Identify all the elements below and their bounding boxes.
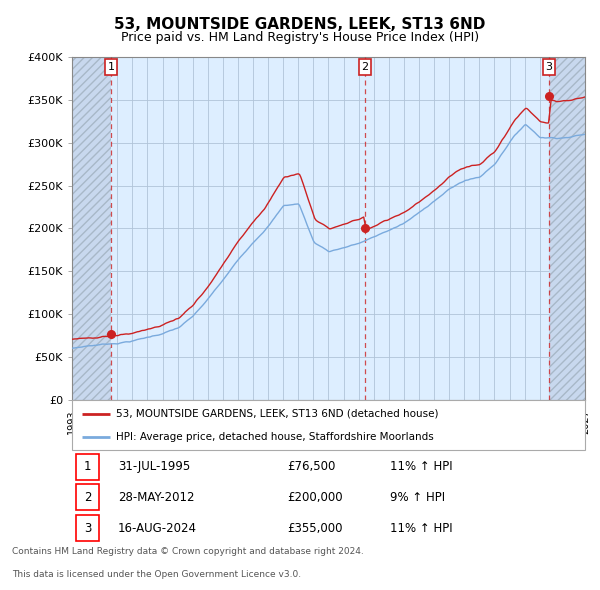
- Text: 16-AUG-2024: 16-AUG-2024: [118, 522, 197, 535]
- Text: 53, MOUNTSIDE GARDENS, LEEK, ST13 6ND: 53, MOUNTSIDE GARDENS, LEEK, ST13 6ND: [115, 17, 485, 31]
- FancyBboxPatch shape: [76, 484, 99, 510]
- Text: HPI: Average price, detached house, Staffordshire Moorlands: HPI: Average price, detached house, Staf…: [116, 431, 433, 441]
- FancyBboxPatch shape: [76, 515, 99, 541]
- Text: £355,000: £355,000: [287, 522, 343, 535]
- FancyBboxPatch shape: [76, 454, 99, 480]
- FancyBboxPatch shape: [72, 400, 585, 450]
- Text: 2: 2: [361, 62, 368, 72]
- Text: 31-JUL-1995: 31-JUL-1995: [118, 460, 190, 473]
- Text: 53, MOUNTSIDE GARDENS, LEEK, ST13 6ND (detached house): 53, MOUNTSIDE GARDENS, LEEK, ST13 6ND (d…: [116, 408, 438, 418]
- Text: Contains HM Land Registry data © Crown copyright and database right 2024.: Contains HM Land Registry data © Crown c…: [12, 547, 364, 556]
- Text: 11% ↑ HPI: 11% ↑ HPI: [390, 522, 452, 535]
- Text: 1: 1: [84, 460, 91, 473]
- Text: £76,500: £76,500: [287, 460, 336, 473]
- Bar: [72, 57, 111, 400]
- Text: 1: 1: [107, 62, 115, 72]
- Text: Price paid vs. HM Land Registry's House Price Index (HPI): Price paid vs. HM Land Registry's House …: [121, 31, 479, 44]
- Text: 3: 3: [84, 522, 91, 535]
- Text: 9% ↑ HPI: 9% ↑ HPI: [390, 491, 445, 504]
- Text: £200,000: £200,000: [287, 491, 343, 504]
- Text: 2: 2: [84, 491, 91, 504]
- Text: 28-MAY-2012: 28-MAY-2012: [118, 491, 194, 504]
- Bar: [549, 57, 585, 400]
- Text: This data is licensed under the Open Government Licence v3.0.: This data is licensed under the Open Gov…: [12, 571, 301, 579]
- Text: 11% ↑ HPI: 11% ↑ HPI: [390, 460, 452, 473]
- Text: 3: 3: [545, 62, 553, 72]
